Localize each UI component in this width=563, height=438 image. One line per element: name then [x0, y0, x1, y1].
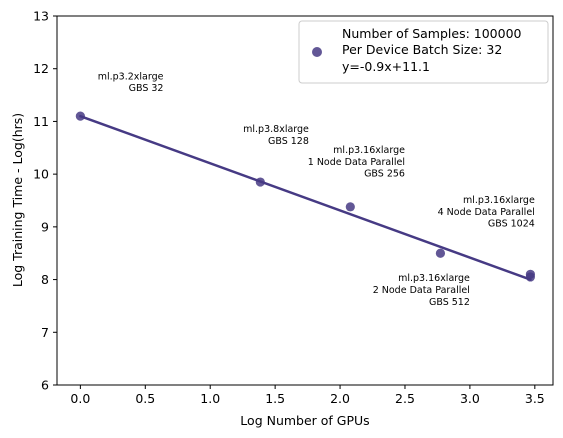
- legend-line-1: Number of Samples: 100000: [342, 26, 522, 41]
- data-point: [75, 111, 85, 121]
- legend-box: [298, 20, 549, 84]
- points-layer: [75, 111, 536, 282]
- regression-line: [79, 114, 532, 281]
- x-axis-label: Log Number of GPUs: [240, 413, 369, 428]
- point-annotation: ml.p3.2xlarge GBS 32: [98, 71, 164, 94]
- data-point: [435, 248, 446, 258]
- y-tick-label: 10: [33, 167, 49, 182]
- data-point: [255, 177, 265, 187]
- x-tick-label: 3.0: [460, 391, 480, 406]
- data-point: [525, 272, 536, 282]
- legend-line-3: y=-0.9x+11.1: [342, 59, 430, 74]
- y-tick-label: 9: [41, 219, 49, 234]
- y-tick-label: 7: [41, 325, 49, 340]
- y-tick-label: 11: [33, 114, 49, 129]
- legend-marker: [312, 47, 322, 57]
- data-point: [345, 202, 355, 212]
- x-tick-label: 1.0: [200, 391, 220, 406]
- fit-line-layer: [79, 114, 532, 281]
- point-annotation: ml.p3.16xlarge 2 Node Data Parallel GBS 51…: [373, 273, 470, 308]
- x-tick-label: 0.5: [135, 391, 155, 406]
- x-tick-label: 2.5: [395, 391, 415, 406]
- y-tick-label: 6: [41, 378, 49, 393]
- x-tick-label: 0.0: [70, 391, 90, 406]
- y-axis-label: Log Training Time - Log(hrs): [10, 113, 25, 287]
- y-tick-label: 12: [33, 61, 49, 76]
- point-annotation: ml.p3.8xlarge GBS 128: [243, 124, 309, 147]
- legend-line-2: Per Device Batch Size: 32: [342, 42, 502, 57]
- y-tick-label: 13: [33, 9, 49, 24]
- x-tick-label: 1.5: [265, 391, 285, 406]
- y-axis-ticks: 6 7 8 9 10 11 12 13: [33, 9, 57, 393]
- x-tick-label: 2.0: [330, 391, 350, 406]
- point-annotation: ml.p3.16xlarge 4 Node Data Parallel GBS 10…: [438, 195, 535, 230]
- y-tick-label: 8: [41, 272, 49, 287]
- legend: Number of Samples: 100000 Per Device Bat…: [298, 20, 549, 84]
- x-axis-ticks: 0.0 0.5 1.0 1.5 2.0 2.5 3.0 3.5: [70, 385, 545, 406]
- point-annotation: ml.p3.16xlarge 1 Node Data Parallel GBS 25…: [308, 145, 405, 180]
- x-tick-label: 3.5: [525, 391, 545, 406]
